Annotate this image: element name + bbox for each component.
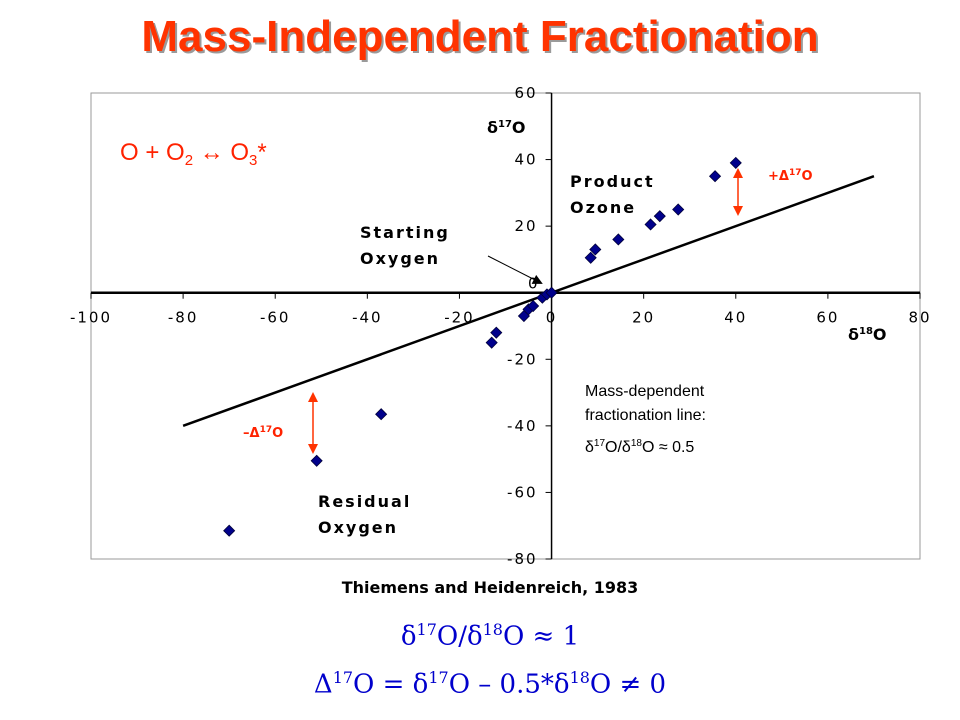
f1-e: O ≈ 1	[502, 621, 580, 652]
reaction-label: O + O2 ↔ O3*	[120, 139, 267, 169]
y-tick-label: 60	[514, 84, 537, 102]
f1-a: δ	[400, 621, 417, 652]
f2-f: 18	[569, 668, 590, 687]
y-tick-label: -40	[507, 417, 538, 435]
plus-delta-arrow-head-top	[733, 168, 743, 178]
f2-g: O ≠ 0	[589, 669, 667, 700]
x-tick-label: 40	[724, 309, 747, 327]
product-ozone-label: Product	[570, 172, 655, 191]
line-description-1: Mass-dependent	[585, 383, 705, 400]
x-tick-label: 60	[816, 309, 839, 327]
line-description-3: δ17O/δ18O ≈ 0.5	[585, 438, 694, 456]
f2-e: O – 0.5*δ	[448, 669, 570, 700]
starting-oxygen-pointer	[487, 255, 543, 284]
data-point	[729, 156, 742, 169]
f2-a: Δ	[313, 669, 333, 700]
y-axis-label: δ17O	[487, 118, 526, 137]
residual-oxygen-line1: Residual	[318, 492, 411, 511]
starting-oxygen-label-2: Oxygen	[360, 249, 440, 268]
plus-delta-arrow-head-bottom	[733, 206, 743, 216]
ratio-formula: δ17O/δ18O ≈ 1	[0, 620, 960, 652]
data-point	[545, 286, 558, 299]
f2-b: 17	[332, 668, 354, 687]
starting-oxygen-line2: Oxygen	[360, 249, 440, 268]
plus-delta-label: +Δ17O	[768, 168, 813, 184]
slide-title: Mass-Independent Fractionation	[141, 12, 819, 61]
product-ozone-line1: Product	[570, 172, 655, 191]
x-tick-label: -80	[168, 309, 199, 327]
x-tick-label: -60	[260, 309, 291, 327]
x-axis-label: δ18O	[848, 325, 887, 344]
f2-d: 17	[428, 668, 449, 687]
chart-axes	[90, 92, 921, 560]
f1-c: O/δ	[436, 621, 483, 652]
x-tick-label: 0	[546, 309, 558, 327]
f1-d: 18	[482, 620, 503, 639]
product-ozone-line2: Ozone	[570, 198, 636, 217]
x-tick-label: 80	[908, 309, 931, 327]
data-point	[644, 218, 657, 231]
mass-dependent-line	[182, 175, 875, 428]
minus-delta-label: –Δ17O	[243, 425, 283, 441]
residual-oxygen-line2: Oxygen	[318, 518, 398, 537]
data-point	[589, 243, 602, 256]
citation: Thiemens and Heidenreich, 1983	[341, 578, 639, 597]
x-tick-label: 20	[632, 309, 655, 327]
x-tick-label: -20	[444, 309, 475, 327]
y-tick-label: 40	[514, 151, 537, 169]
f1-b: 17	[416, 620, 437, 639]
minus-delta-arrow-head-top	[308, 392, 318, 402]
mass-dependent-line-group	[182, 175, 875, 428]
starting-oxygen-line1: Starting	[360, 223, 450, 242]
x-tick-label: -100	[70, 309, 112, 327]
data-point	[612, 233, 625, 246]
y-tick-label: -60	[507, 483, 538, 501]
data-points	[223, 156, 742, 537]
x-tick-label: -40	[352, 309, 383, 327]
y-tick-label: -80	[507, 550, 538, 568]
minus-delta-arrow-head-bottom	[308, 444, 318, 454]
data-point	[672, 203, 685, 216]
y-tick-label: -20	[507, 350, 538, 368]
chart-tick-labels: -100 -80 -60 -40 -20 0 20 40 60 80-80-60-40-20020…	[70, 84, 931, 568]
f2-c: O = δ	[353, 669, 429, 700]
data-point	[485, 336, 498, 349]
y-tick-label: 20	[514, 217, 537, 235]
product-ozone-label-2: Ozone	[570, 198, 636, 217]
residual-oxygen-label-2: Oxygen	[318, 518, 398, 537]
data-point	[653, 210, 666, 223]
plot-area-frame	[90, 92, 921, 560]
data-point	[527, 299, 540, 313]
data-point	[375, 408, 388, 421]
starting-oxygen-label: Starting	[360, 223, 450, 242]
line-description-2: fractionation line:	[585, 407, 706, 424]
data-point	[584, 251, 597, 264]
cap-delta-formula: Δ17O = δ17O – 0.5*δ18O ≠ 0	[0, 668, 960, 700]
residual-oxygen-label: Residual	[318, 492, 411, 511]
data-point	[310, 454, 323, 467]
data-point	[490, 326, 503, 339]
data-point	[223, 524, 236, 537]
data-point	[708, 170, 722, 183]
